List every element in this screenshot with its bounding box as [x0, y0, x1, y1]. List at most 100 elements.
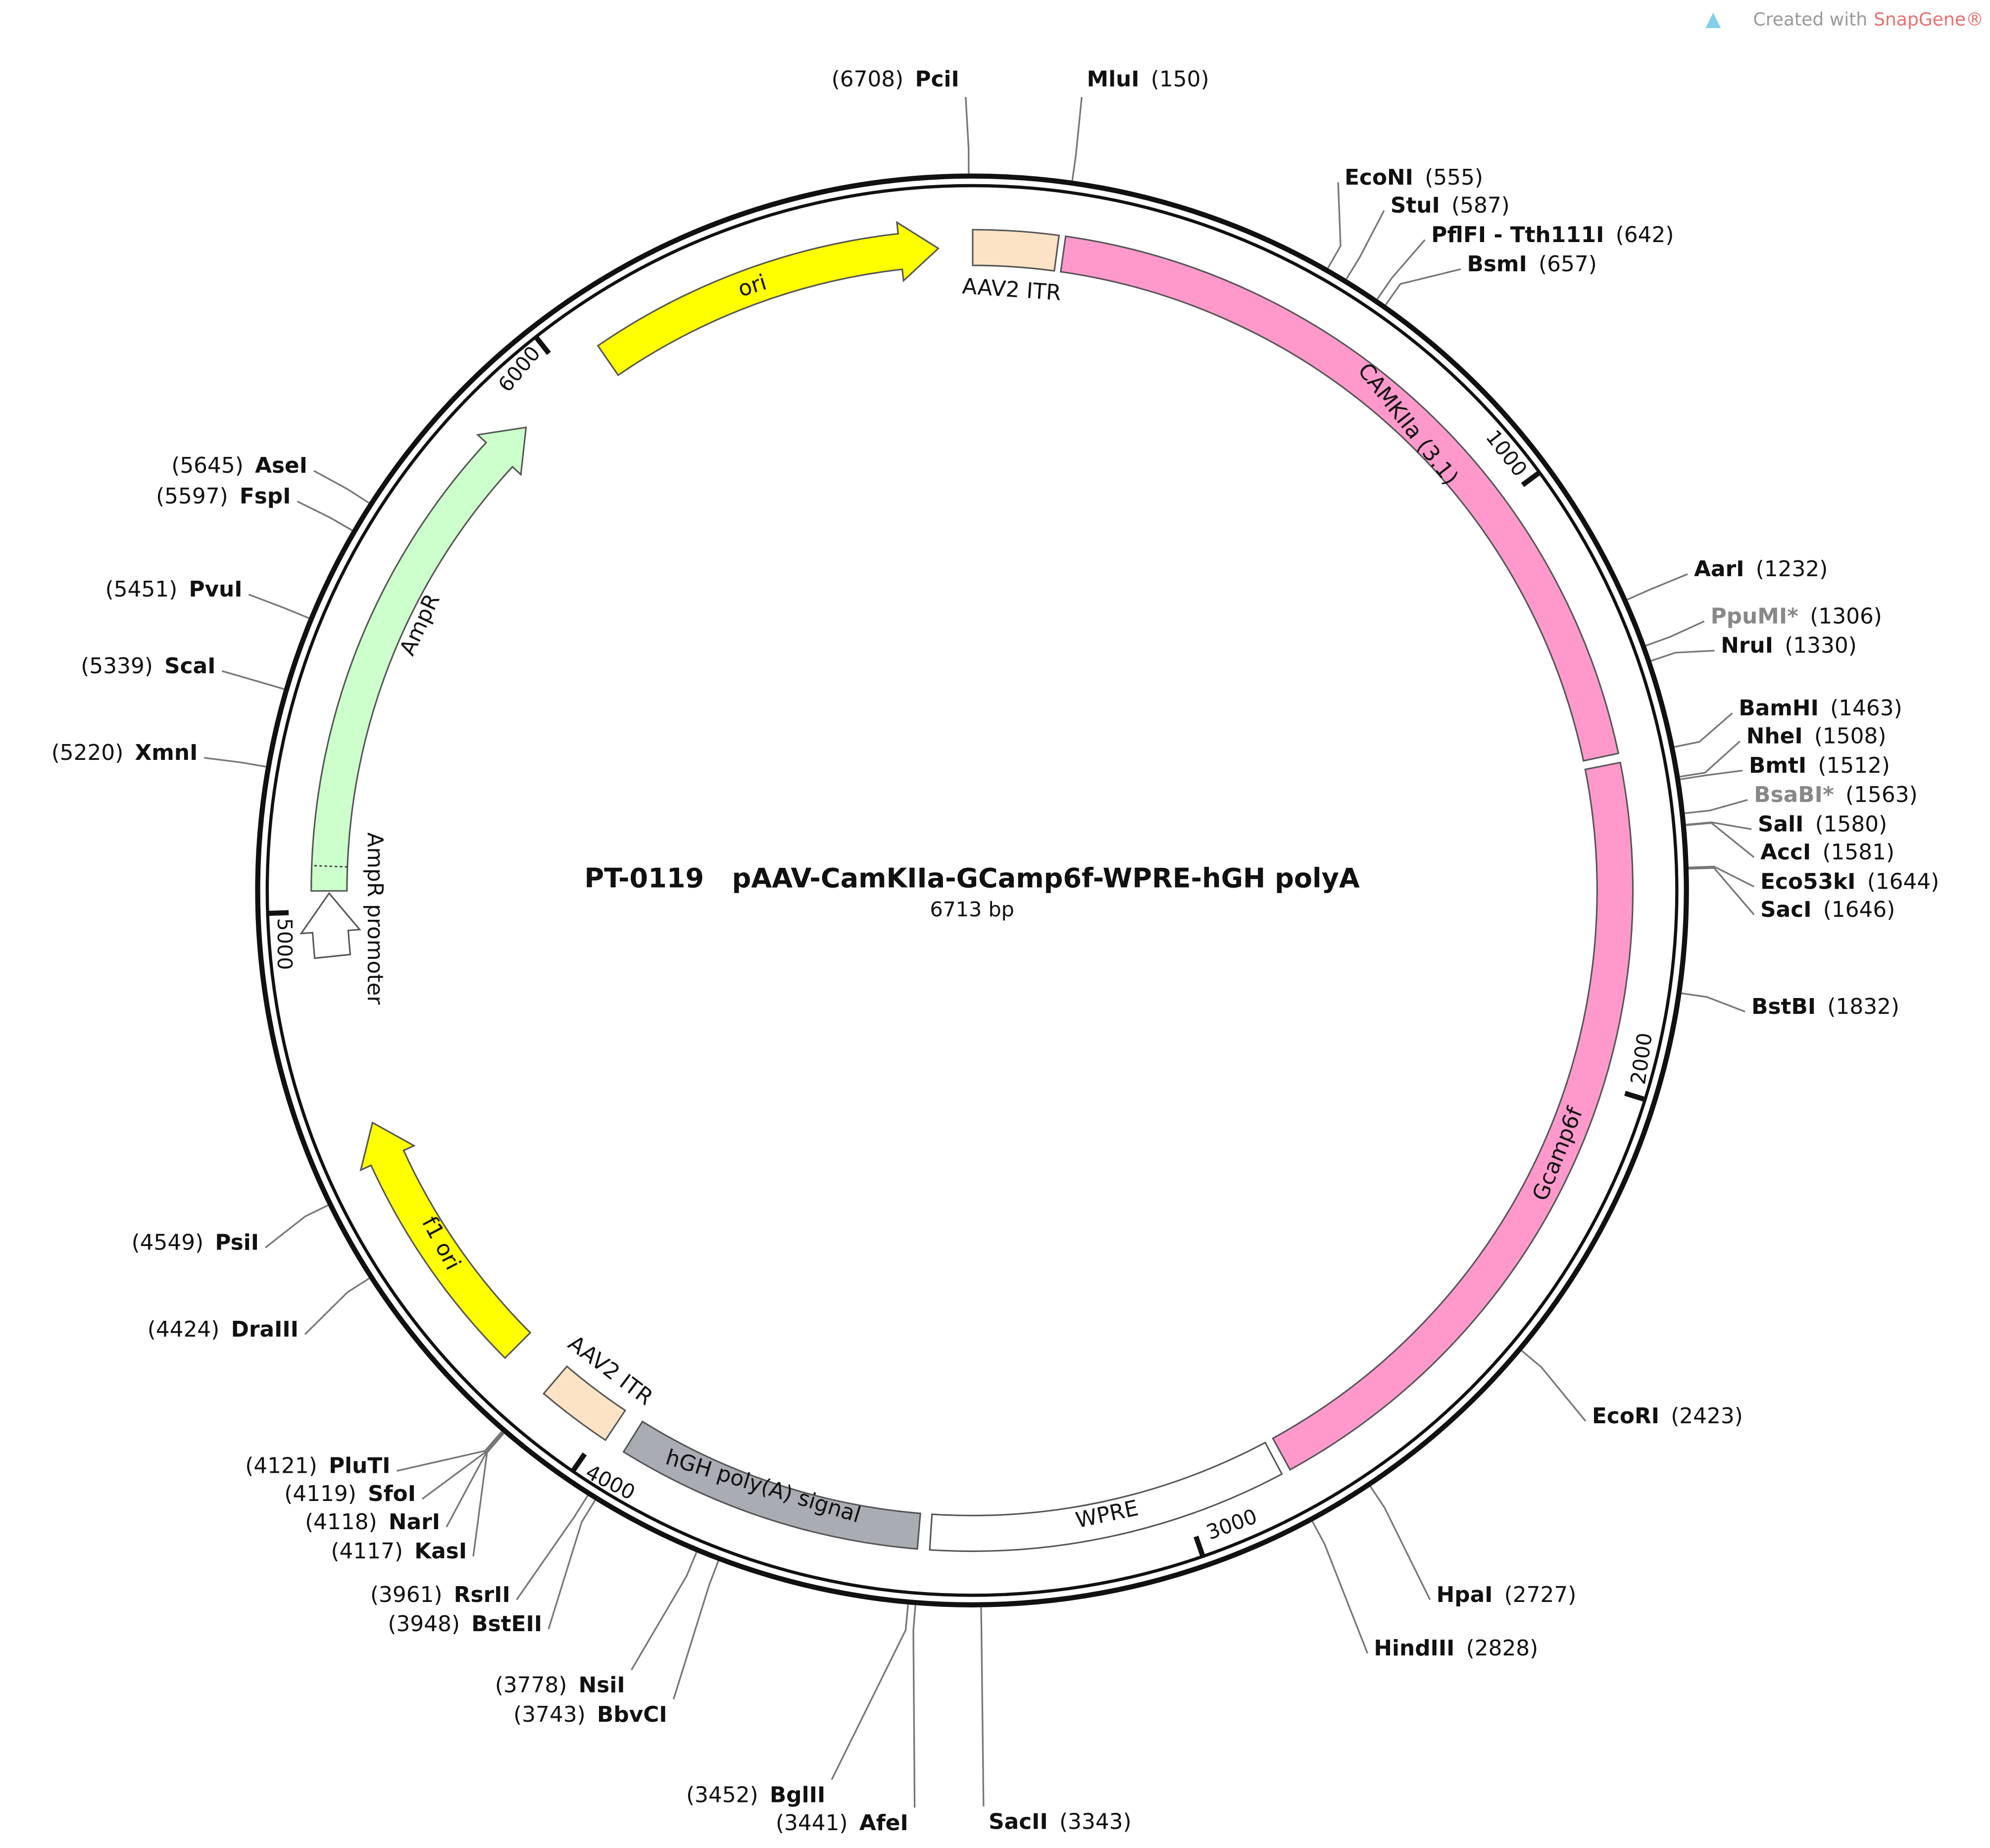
- enzyme-label: (5451) PvuI: [105, 577, 243, 602]
- feature: [1059, 235, 1620, 762]
- enzyme-position: (5645): [171, 453, 244, 478]
- enzyme-label: (4121) PluTI: [245, 1453, 390, 1478]
- enzyme-leader: [304, 1277, 370, 1335]
- enzyme-label: BmtI (1512): [1749, 753, 1890, 778]
- enzyme-leader: [1376, 239, 1426, 300]
- enzyme-name: FspI: [240, 484, 291, 509]
- enzyme-position: (3343): [1059, 1809, 1132, 1834]
- enzyme-leader: [516, 1495, 589, 1600]
- enzyme-position: (4424): [148, 1317, 220, 1342]
- enzyme-label: EcoNI (555): [1344, 165, 1483, 190]
- enzyme-position: (3961): [370, 1582, 443, 1607]
- enzyme-name: PpuMI*: [1711, 603, 1799, 629]
- enzyme-leader: [980, 1607, 985, 1806]
- backbone-outer: [255, 173, 1689, 1607]
- enzyme-label: (3743) BbvCI: [513, 1702, 667, 1727]
- enzyme-label: NruI (1330): [1721, 633, 1857, 658]
- enzyme-label: HindIII (2828): [1374, 1636, 1538, 1661]
- enzyme-label: PpuMI* (1306): [1711, 603, 1882, 629]
- enzyme-name: NruI: [1721, 633, 1773, 658]
- enzyme-label: SacII (3343): [989, 1809, 1131, 1834]
- enzyme-leader: [1674, 712, 1733, 748]
- feature: [622, 1420, 921, 1550]
- enzyme-name: AseI: [255, 453, 307, 478]
- enzyme-leader: [264, 1204, 329, 1249]
- logo-prefix: Created with: [1753, 9, 1868, 30]
- enzyme-label: AarI (1232): [1694, 556, 1828, 582]
- enzyme-position: (4118): [305, 1509, 377, 1535]
- tick-mark: [1624, 1091, 1645, 1102]
- enzyme-position: (2727): [1504, 1582, 1577, 1607]
- enzyme-leader: [204, 757, 266, 768]
- enzyme-label: BstBI (1832): [1751, 994, 1899, 1019]
- tick-mark: [571, 1452, 587, 1472]
- feature: [597, 221, 940, 377]
- logo-icon: [1705, 12, 1721, 28]
- enzyme-name: PsiI: [215, 1230, 259, 1255]
- feature: [310, 426, 527, 892]
- enzyme-name: NsiI: [579, 1673, 625, 1698]
- tick-mark: [1194, 1536, 1205, 1557]
- enzyme-leader: [1369, 1486, 1431, 1600]
- enzyme-label: (3778) NsiI: [495, 1673, 625, 1698]
- enzyme-name: XmnI: [135, 740, 198, 765]
- enzyme-name: EcoRI: [1592, 1403, 1659, 1429]
- enzyme-label: Eco53kI (1644): [1760, 869, 1939, 894]
- enzyme-leader: [297, 500, 353, 531]
- enzyme-label: HpaI (2727): [1437, 1582, 1577, 1607]
- enzyme-name: AfeI: [859, 1810, 908, 1836]
- enzyme-name: HpaI: [1437, 1582, 1493, 1607]
- enzyme-label: (4118) NarI: [305, 1509, 440, 1535]
- enzyme-leader: [221, 670, 285, 690]
- enzyme-label: (3452) BglII: [686, 1782, 825, 1807]
- feature: [299, 892, 361, 959]
- enzyme-name: MluI: [1087, 66, 1140, 92]
- enzyme-label: EcoRI (2423): [1592, 1403, 1743, 1429]
- enzyme-name: BglII: [770, 1782, 825, 1807]
- enzyme-label: (6708) PciI: [832, 66, 959, 92]
- enzyme-name: BstEII: [471, 1611, 542, 1637]
- enzyme-leader: [1651, 649, 1715, 662]
- enzyme-position: (1306): [1810, 603, 1882, 629]
- enzyme-name: PflFI - Tth111I: [1431, 222, 1604, 248]
- enzyme-leader: [1385, 268, 1461, 305]
- enzyme-leader: [1680, 740, 1741, 778]
- map-length: 6713 bp: [930, 898, 1014, 921]
- enzyme-position: (4117): [331, 1539, 403, 1564]
- enzyme-name: BmtI: [1749, 753, 1806, 778]
- enzyme-name: KasI: [414, 1539, 467, 1564]
- feature-label: AmpR promoter: [362, 832, 388, 1004]
- enzyme-position: (5451): [105, 577, 178, 602]
- enzyme-label: (3948) BstEII: [388, 1611, 542, 1637]
- promoter-boundary: [311, 865, 348, 868]
- enzyme-label: BsmI (657): [1467, 251, 1596, 277]
- enzyme-position: (1508): [1814, 723, 1887, 749]
- enzyme-position: (1644): [1867, 869, 1940, 894]
- enzyme-leader: [547, 1499, 596, 1630]
- enzyme-label: BsaBI* (1563): [1754, 782, 1917, 807]
- enzyme-position: (1563): [1845, 782, 1918, 807]
- enzyme-label: (4424) DraIII: [148, 1317, 298, 1342]
- enzyme-name: BbvCI: [597, 1702, 667, 1727]
- enzyme-position: (3948): [388, 1611, 460, 1637]
- enzyme-label: (4119) SfoI: [284, 1481, 416, 1506]
- enzyme-leader: [397, 1431, 502, 1472]
- enzyme-position: (3441): [776, 1810, 848, 1836]
- enzyme-leader: [313, 470, 370, 504]
- enzyme-name: BamHI: [1739, 696, 1819, 721]
- enzyme-label: SalI (1580): [1758, 811, 1887, 837]
- enzyme-leader: [912, 1605, 916, 1808]
- enzyme-label: StuI (587): [1391, 193, 1510, 218]
- enzyme-name: PluTI: [329, 1453, 390, 1478]
- enzyme-name: BsmI: [1467, 251, 1527, 277]
- enzyme-name: Eco53kI: [1760, 869, 1855, 894]
- tick-mark: [534, 336, 551, 355]
- enzyme-label: (4549) PsiI: [132, 1230, 259, 1255]
- enzyme-label: (3961) RsrII: [370, 1582, 510, 1607]
- enzyme-label: (4117) KasI: [331, 1539, 467, 1564]
- enzyme-name: StuI: [1391, 193, 1440, 218]
- enzyme-position: (3743): [513, 1702, 586, 1727]
- enzyme-name: EcoNI: [1344, 165, 1413, 190]
- enzyme-position: (587): [1451, 193, 1510, 218]
